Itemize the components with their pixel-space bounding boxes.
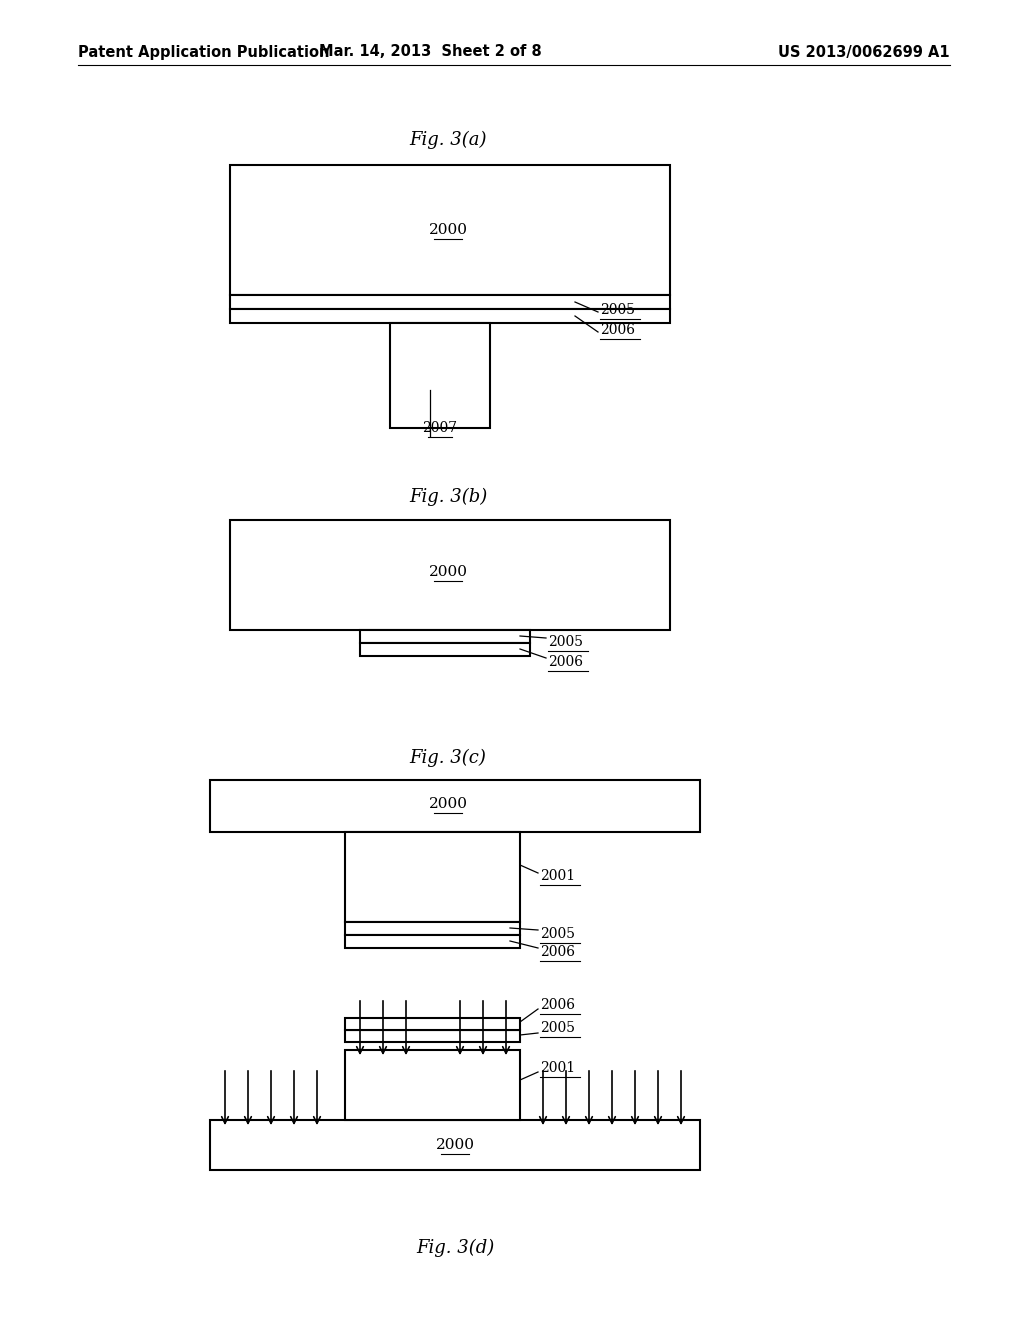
Text: 2007: 2007 [423,421,458,436]
Text: 2006: 2006 [600,323,635,337]
Text: 2000: 2000 [428,565,468,579]
Text: 2001: 2001 [540,869,575,883]
Text: Fig. 3(b): Fig. 3(b) [409,488,487,506]
Bar [345,921,520,935]
Bar [360,643,530,656]
Bar [230,309,670,323]
Bar [345,1018,520,1030]
Bar [345,935,520,948]
Bar [345,832,520,921]
Bar [390,323,490,428]
Text: 2006: 2006 [540,998,575,1012]
Text: Mar. 14, 2013  Sheet 2 of 8: Mar. 14, 2013 Sheet 2 of 8 [318,45,542,59]
Text: Fig. 3(a): Fig. 3(a) [410,131,486,149]
Text: Fig. 3(d): Fig. 3(d) [416,1239,495,1257]
Text: Patent Application Publication: Patent Application Publication [78,45,330,59]
Text: 2000: 2000 [428,797,468,810]
Text: US 2013/0062699 A1: US 2013/0062699 A1 [778,45,950,59]
Bar [345,1049,520,1119]
Bar [360,630,530,643]
Text: 2001: 2001 [540,1061,575,1074]
Text: 2000: 2000 [428,223,468,238]
Bar [230,294,670,309]
Bar [210,1119,700,1170]
Bar [230,165,670,294]
Bar [345,1030,520,1041]
Text: 2005: 2005 [600,304,635,317]
Text: 2005: 2005 [548,635,583,649]
Bar [230,520,670,630]
Text: 2005: 2005 [540,927,575,941]
Text: Fig. 3(c): Fig. 3(c) [410,748,486,767]
Bar [210,780,700,832]
Text: 2006: 2006 [540,945,575,960]
Text: 2000: 2000 [435,1138,474,1152]
Text: 2005: 2005 [540,1020,575,1035]
Text: 2006: 2006 [548,655,583,669]
